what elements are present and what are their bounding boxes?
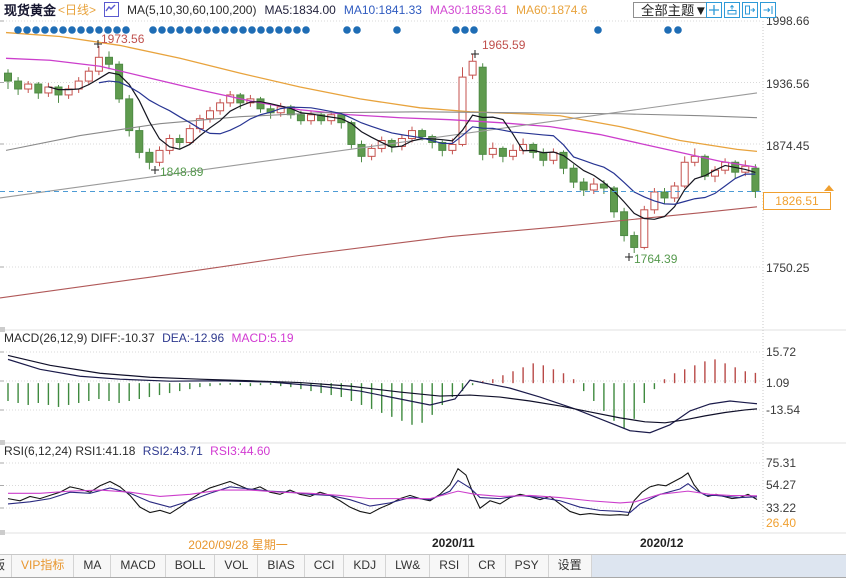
- tab-lw[interactable]: LW&: [386, 555, 431, 577]
- rsi2-value: RSI2:43.71: [142, 444, 203, 458]
- indicator-tabbar: 版 VIP指标 MA MACD BOLL VOL BIAS CCI KDJ LW…: [0, 554, 846, 578]
- macd-axis-label: -13.54: [766, 403, 801, 417]
- tab-macd[interactable]: MACD: [111, 555, 166, 577]
- high-annotation: 1973.56: [101, 32, 145, 46]
- ma5-value: MA5:1834.00: [264, 2, 336, 17]
- shift-right-icon[interactable]: [760, 2, 776, 18]
- tab-cci[interactable]: CCI: [305, 555, 345, 577]
- date-axis: 2020/09/28 星期一 2020/11 2020/12: [0, 536, 846, 553]
- crosshair-icon[interactable]: [706, 2, 722, 18]
- rsi-axis-label: 54.27: [766, 478, 797, 492]
- rsi3-value: RSI3:44.60: [210, 444, 271, 458]
- macd-value: MACD:5.19: [231, 331, 294, 345]
- tab-vip-indicator[interactable]: VIP指标: [12, 555, 75, 577]
- price-axis-label: 1750.25: [766, 261, 810, 275]
- expand-pane-icon[interactable]: [724, 2, 740, 18]
- ma-params-label: MA(5,10,30,60,100,200): [127, 2, 257, 17]
- dea-value: DEA:-12.96: [162, 331, 225, 345]
- price-axis-label: 1936.56: [766, 77, 810, 91]
- macd-header: MACD(26,12,9) DIFF:-10.37 DEA:-12.96 MAC…: [4, 331, 294, 345]
- tabbar-filler: [591, 555, 846, 577]
- ma10-value: MA10:1841.33: [343, 2, 422, 17]
- date-label: 2020/11: [432, 536, 475, 550]
- symbol-name: 现货黄金: [4, 3, 57, 18]
- period-label: <日线>: [58, 3, 97, 17]
- tab-boll[interactable]: BOLL: [166, 555, 216, 577]
- legend-bar: 现货黄金 <日线> MA(5,10,30,60,100,200) MA5:1834…: [0, 0, 587, 19]
- indicator-switch-icon[interactable]: [104, 2, 120, 17]
- low-annotation: 1764.39: [634, 252, 678, 266]
- price-axis-label: 1998.66: [766, 14, 810, 28]
- tab-clipped[interactable]: 版: [0, 555, 12, 577]
- tab-kdj[interactable]: KDJ: [344, 555, 387, 577]
- current-price-tag: 1826.51: [763, 192, 831, 210]
- chart-tool-buttons: [706, 2, 776, 18]
- rsi-axis-label: 75.31: [766, 456, 797, 470]
- diff-value: DIFF:-10.37: [90, 331, 155, 345]
- ma30-value: MA30:1853.61: [429, 2, 508, 17]
- low-annotation: 1848.89: [160, 165, 204, 179]
- date-label: 2020/12: [640, 536, 684, 550]
- date-label-selected: 2020/09/28 星期一: [188, 538, 288, 552]
- macd-axis-label: 15.72: [766, 345, 797, 359]
- macd-axis-label: 1.09: [766, 376, 790, 390]
- tab-psy[interactable]: PSY: [506, 555, 549, 577]
- rsi-header: RSI(6,12,24) RSI1:41.18 RSI2:43.71 RSI3:…: [4, 444, 270, 458]
- next-pane-icon[interactable]: [742, 2, 758, 18]
- price-axis-label: 1874.45: [766, 139, 810, 153]
- tab-bias[interactable]: BIAS: [258, 555, 305, 577]
- rsi-title: RSI(6,12,24): [4, 444, 73, 458]
- rsi-axis-label-oversold: 26.40: [766, 516, 797, 530]
- rsi1-value: RSI1:41.18: [75, 444, 136, 458]
- tab-rsi[interactable]: RSI: [430, 555, 470, 577]
- tab-settings[interactable]: 设置: [549, 555, 592, 577]
- ma60-value: MA60:1874.6: [515, 2, 588, 17]
- theme-dropdown-button[interactable]: 全部主题▼: [633, 2, 716, 18]
- rsi-axis-label: 33.22: [766, 501, 797, 515]
- tab-vol[interactable]: VOL: [215, 555, 259, 577]
- macd-title: MACD(26,12,9): [4, 331, 88, 345]
- tab-ma[interactable]: MA: [74, 555, 112, 577]
- price-up-arrow-icon: [824, 185, 834, 191]
- high-annotation: 1965.59: [482, 38, 526, 52]
- tab-cr[interactable]: CR: [469, 555, 506, 577]
